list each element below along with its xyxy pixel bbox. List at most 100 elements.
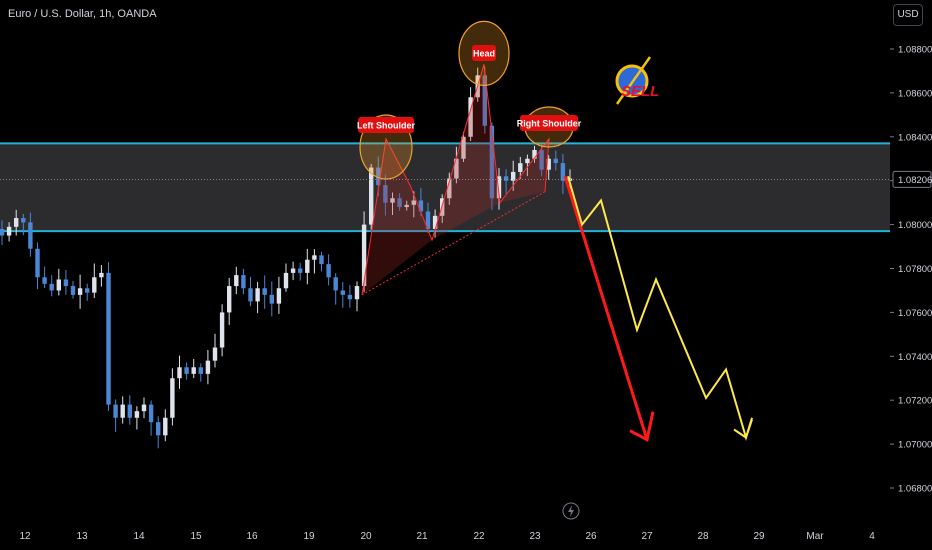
candle-body [276, 288, 282, 304]
time-tick-label: 19 [303, 531, 315, 542]
projection-red-line [563, 175, 649, 441]
candle-body [461, 136, 466, 159]
candle-body [539, 149, 544, 170]
candle-body [127, 404, 132, 418]
candle-body [63, 279, 69, 287]
candle-body [496, 176, 502, 199]
projection-red-arrowhead [629, 411, 655, 442]
currency-button[interactable]: USD [893, 4, 923, 26]
candle-body [248, 288, 253, 302]
candle-body [298, 268, 303, 273]
candle-body [376, 167, 381, 186]
zone-fill [0, 143, 890, 232]
chart-overlays [562, 502, 580, 520]
time-axis[interactable]: 12 13 14 15 16 19 20 21 22 23 26 27 28 29 Mar 4 [19, 531, 875, 542]
price-tick-label: 1.08000 [898, 220, 932, 231]
time-tick-label: 26 [585, 531, 597, 542]
candle-body [92, 277, 97, 293]
candle-body [305, 259, 310, 273]
candle-body [99, 272, 104, 278]
candle-body [489, 125, 495, 199]
candle-body [347, 294, 353, 300]
candle-body [411, 200, 416, 205]
price-tick-label: 1.08800 [898, 45, 932, 56]
head-and-shoulders-pattern: Left Shoulder Head Right Shoulder [357, 20, 582, 296]
price-tick-label: 1.07600 [898, 308, 932, 319]
sell-logo-text: SELL [621, 83, 659, 100]
time-tick-label: 28 [697, 531, 709, 542]
candle-body [511, 171, 516, 181]
candle-body [28, 222, 33, 249]
candle-body [319, 255, 324, 265]
time-tick-label: 12 [19, 531, 31, 542]
candle-body [390, 198, 395, 203]
price-tick-label: 1.07400 [898, 352, 932, 363]
candle-body [546, 158, 551, 170]
candle-body [269, 294, 274, 304]
candle-body [141, 404, 147, 412]
price-tick-label: 1.07800 [898, 264, 932, 275]
time-tick-label: 27 [641, 531, 653, 542]
candle-body [56, 279, 61, 291]
candle-body [425, 211, 431, 229]
candle-body [290, 268, 296, 273]
candle-body [0, 228, 5, 236]
candle-body [312, 255, 317, 260]
candle-body [525, 158, 530, 164]
candle-body [106, 272, 111, 405]
candle-body [397, 198, 402, 208]
candle-body [354, 286, 360, 300]
candle-body [148, 404, 154, 423]
head-fill [432, 64, 500, 240]
price-tick-label: 1.08400 [898, 132, 932, 143]
candle-body [532, 149, 537, 159]
candle-body [14, 218, 19, 227]
price-tick-label: 1.07200 [898, 396, 932, 407]
sell-logo-stroke [615, 56, 652, 105]
candle-body [447, 178, 452, 199]
price-tick-label: 1.07000 [898, 440, 932, 451]
chart-title: Euro / U.S. Dollar, 1h, OANDA [8, 8, 157, 20]
candle-body [21, 218, 26, 223]
time-tick-label: 22 [473, 531, 485, 542]
time-tick-label: 29 [753, 531, 765, 542]
annotation-label-bg [358, 117, 414, 133]
annotation-label: Right Shoulder [517, 119, 582, 129]
candle-body [326, 264, 331, 278]
candle-body [77, 288, 83, 295]
candlestick-series [0, 66, 573, 449]
candle-body [262, 288, 267, 295]
projection-lines [563, 175, 753, 442]
candle-body [120, 404, 125, 418]
candle-body [198, 367, 203, 374]
pattern-outline [361, 64, 550, 295]
candle-body [503, 176, 509, 181]
resistance-zone [0, 142, 890, 233]
sell-logo: SELL [615, 56, 659, 105]
price-axis[interactable]: 1.088001.086001.084001.082001.080001.078… [0, 45, 932, 495]
candle-body [170, 378, 175, 418]
projection-yellow-line [567, 176, 753, 442]
lightning-glyph [568, 505, 574, 517]
candle-body [333, 277, 338, 291]
time-tick-label: 14 [133, 531, 145, 542]
candle-body [553, 158, 558, 164]
candle-body [340, 290, 345, 295]
candle-body [454, 158, 459, 179]
time-tick-label: 16 [246, 531, 258, 542]
candle-body [219, 312, 225, 348]
time-tick-label: Mar [806, 531, 824, 542]
time-tick-label: 15 [190, 531, 202, 542]
candle-body [255, 288, 260, 302]
candle-body [184, 367, 189, 374]
time-tick-label: 21 [416, 531, 428, 542]
candle-body [361, 224, 367, 287]
candle-body [241, 275, 246, 289]
candle-body [212, 347, 218, 361]
projection-yellow-arrowhead [733, 419, 753, 440]
candle-body [177, 367, 182, 379]
price-tick-label: 1.06800 [898, 484, 932, 495]
annotation-label-bg [520, 115, 578, 131]
